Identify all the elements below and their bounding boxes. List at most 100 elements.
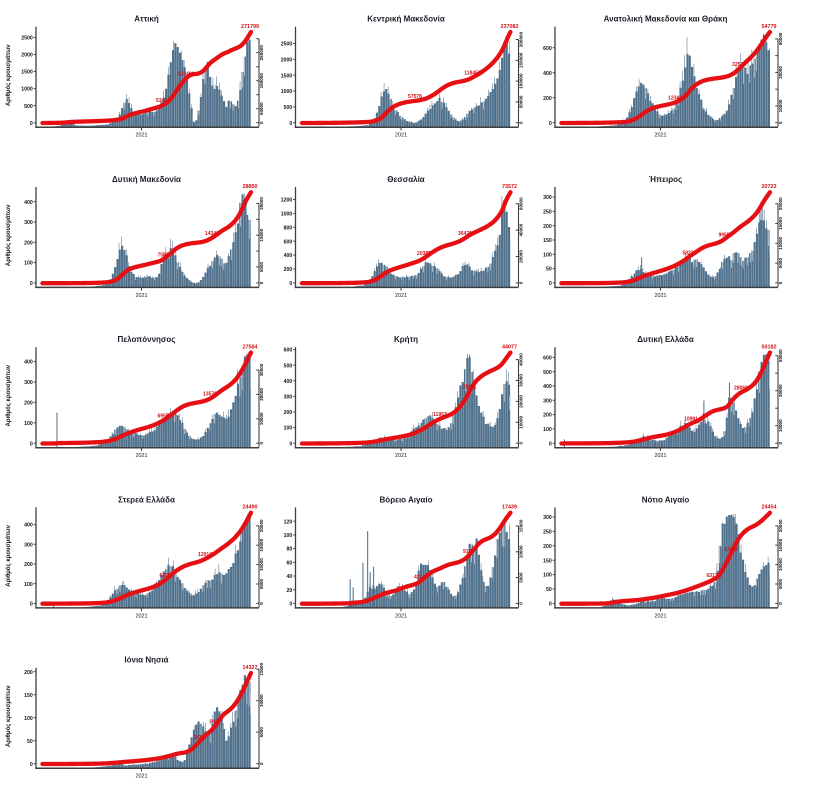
svg-text:53462: 53462 [156,98,170,104]
svg-text:0: 0 [30,762,33,768]
svg-text:10000: 10000 [259,412,264,425]
svg-text:0: 0 [778,281,783,284]
svg-text:12345: 12345 [668,96,682,102]
svg-text:100: 100 [284,426,293,432]
svg-text:1500: 1500 [281,73,293,79]
svg-text:10000: 10000 [778,419,783,432]
svg-text:Αριθμός κρουσμάτων: Αριθμός κρουσμάτων [6,364,12,426]
svg-text:100: 100 [543,427,552,433]
svg-text:600: 600 [543,46,552,52]
svg-text:14327: 14327 [243,665,258,671]
svg-text:200: 200 [284,267,293,273]
svg-text:0: 0 [259,762,264,765]
svg-text:2021: 2021 [655,133,667,139]
svg-text:10000: 10000 [259,558,264,571]
svg-text:0: 0 [289,441,292,447]
svg-text:200: 200 [543,544,552,550]
svg-text:2021: 2021 [395,453,407,459]
svg-text:50: 50 [546,587,552,593]
svg-text:13570: 13570 [203,392,217,398]
svg-text:Θεσσαλία: Θεσσαλία [387,175,425,184]
svg-text:400: 400 [24,200,33,206]
svg-text:271799: 271799 [241,24,259,30]
svg-text:0: 0 [778,602,783,605]
svg-text:5000: 5000 [259,727,264,738]
svg-text:60: 60 [287,560,293,566]
svg-text:0: 0 [549,281,552,287]
svg-text:Στερεά Ελλάδα: Στερεά Ελλάδα [118,495,175,504]
svg-text:10000: 10000 [259,694,264,707]
svg-text:50: 50 [546,267,552,273]
svg-text:200: 200 [24,240,33,246]
svg-text:7541: 7541 [157,252,168,258]
svg-text:25000: 25000 [259,197,264,210]
svg-text:5000: 5000 [259,261,264,272]
svg-text:300: 300 [284,395,293,401]
svg-text:2000: 2000 [281,57,293,63]
svg-text:0: 0 [30,281,33,287]
svg-text:100000: 100000 [519,73,524,89]
svg-text:0: 0 [519,441,524,444]
svg-text:150: 150 [543,238,552,244]
svg-text:40: 40 [287,574,293,580]
svg-text:0: 0 [778,121,783,124]
svg-text:50000: 50000 [778,32,783,45]
svg-text:600: 600 [284,348,293,354]
svg-text:40000: 40000 [519,353,524,366]
svg-text:15000: 15000 [778,538,783,551]
svg-text:1000: 1000 [281,212,293,218]
svg-text:200: 200 [284,410,293,416]
svg-text:32532: 32532 [732,62,746,68]
svg-text:20000: 20000 [259,388,264,401]
svg-text:200: 200 [24,401,33,407]
svg-text:0: 0 [30,441,33,447]
svg-text:10000: 10000 [778,236,783,249]
svg-text:10000: 10000 [778,99,783,112]
svg-text:200: 200 [543,96,552,102]
svg-text:400: 400 [543,384,552,390]
svg-text:3476: 3476 [193,735,204,741]
svg-text:0: 0 [549,602,552,608]
svg-text:100: 100 [543,252,552,258]
svg-text:28850: 28850 [243,184,258,190]
svg-text:5000: 5000 [519,572,524,583]
svg-text:28069: 28069 [734,386,748,392]
svg-text:133401: 133401 [178,71,195,77]
svg-text:50000: 50000 [519,95,524,108]
svg-text:600: 600 [543,356,552,362]
svg-text:Αριθμός κρουσμάτων: Αριθμός κρουσμάτων [6,204,12,266]
svg-text:400: 400 [284,253,293,259]
svg-text:400: 400 [24,523,33,529]
svg-text:2500: 2500 [281,42,293,48]
svg-text:300: 300 [543,195,552,201]
svg-text:5000: 5000 [778,578,783,589]
svg-text:15000: 15000 [259,662,264,675]
svg-text:50000: 50000 [778,349,783,362]
svg-text:Κρήτη: Κρήτη [394,335,418,344]
svg-text:2021: 2021 [136,453,148,459]
svg-text:10000: 10000 [519,415,524,428]
svg-text:40000: 40000 [519,223,524,236]
svg-text:0: 0 [289,281,292,287]
svg-text:Κεντρική Μακεδονία: Κεντρική Μακεδονία [367,15,445,24]
svg-text:1000: 1000 [281,89,293,95]
svg-text:500: 500 [24,104,33,110]
svg-text:2021: 2021 [136,293,148,299]
svg-text:2500: 2500 [21,36,33,42]
svg-text:500: 500 [284,105,293,111]
svg-text:400: 400 [543,71,552,77]
svg-text:20000: 20000 [778,519,783,532]
svg-text:0: 0 [519,121,524,124]
svg-text:0: 0 [259,441,264,444]
svg-text:600: 600 [284,239,293,245]
svg-text:250: 250 [543,210,552,216]
svg-text:10000: 10000 [519,545,524,558]
svg-text:54779: 54779 [762,24,777,30]
svg-text:500: 500 [284,363,293,369]
svg-text:0: 0 [259,121,264,124]
svg-text:10000: 10000 [778,558,783,571]
svg-text:80: 80 [287,547,293,553]
svg-text:36476: 36476 [458,231,472,237]
svg-text:150000: 150000 [259,73,264,89]
svg-text:150000: 150000 [519,52,524,68]
